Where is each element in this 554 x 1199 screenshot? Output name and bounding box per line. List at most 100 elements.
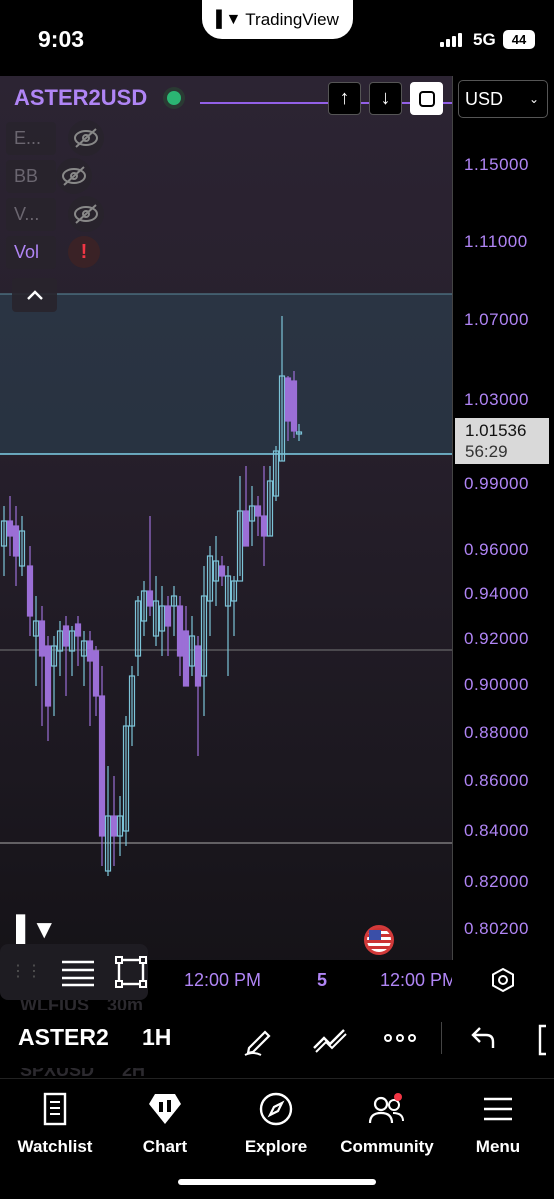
trend-tools-icon[interactable] [312, 1024, 348, 1056]
candle-body [206, 555, 214, 602]
tab-label: Menu [475, 1137, 521, 1156]
error-icon[interactable]: ! [68, 236, 100, 268]
price-plot[interactable] [0, 76, 452, 998]
indicator-label: V... [6, 197, 56, 231]
price-tick-label: 0.92000 [464, 629, 529, 648]
indicator-row[interactable]: BB [6, 158, 92, 194]
candle-body [278, 375, 286, 462]
candle-body [6, 520, 14, 537]
chart-area[interactable] [0, 76, 452, 998]
price-tick-label: 0.86000 [464, 771, 529, 790]
candle-body [92, 650, 100, 697]
candle-body [290, 380, 298, 432]
tab-label: Watchlist [17, 1137, 93, 1156]
indicator-row[interactable]: V... [6, 196, 104, 232]
tab-label: Community [340, 1137, 434, 1156]
tab-explore[interactable]: Explore [221, 1089, 331, 1157]
undo-icon[interactable] [470, 1024, 496, 1052]
candle-body [200, 595, 208, 677]
candle-body [38, 620, 46, 657]
candle-body [230, 580, 238, 602]
current-price: 1.01536 [465, 421, 527, 440]
candle-body [295, 431, 303, 435]
candle-body [26, 565, 34, 617]
us-flag-icon[interactable] [364, 925, 394, 955]
chart-icon [149, 1094, 181, 1124]
fullscreen-icon [418, 90, 435, 107]
redo-icon[interactable] [536, 1024, 554, 1056]
candle-body [50, 645, 58, 667]
tradingview-logo-icon: ▌▼ [216, 10, 241, 28]
chevron-down-icon: ⌄ [528, 92, 539, 106]
candle-body [242, 510, 250, 547]
more-icon[interactable] [383, 1032, 417, 1044]
candle-body [146, 590, 154, 607]
symbol-name[interactable]: ASTER2USD [14, 85, 148, 110]
select-area-icon[interactable] [114, 955, 148, 989]
collapse-indicators-button[interactable] [12, 278, 57, 312]
candle-body [170, 595, 178, 607]
candle-body [218, 565, 226, 577]
candle-body [158, 605, 166, 632]
drag-handle-icon[interactable]: ⋮⋮ [10, 963, 42, 980]
toolbar-symbol-button[interactable]: ASTER2 [18, 1024, 109, 1050]
candle-body [32, 620, 40, 637]
eye-off-icon[interactable] [56, 158, 92, 194]
toolbar-divider [441, 1022, 442, 1054]
candle-body [284, 377, 292, 422]
price-tick-label: 1.11000 [464, 232, 528, 251]
currency-select[interactable]: USD ⌄ [458, 80, 548, 118]
candle-body [224, 575, 232, 607]
price-tick-label: 1.15000 [464, 155, 529, 174]
app-pill-label: TradingView [245, 9, 339, 29]
home-indicator [178, 1179, 376, 1185]
candle-body [12, 525, 20, 557]
eye-off-icon[interactable] [68, 196, 104, 232]
price-tick-label: 0.82000 [464, 872, 529, 891]
chart-toolbar: ASTER2 1H [0, 1010, 554, 1068]
scroll-up-button[interactable]: ↑ [328, 82, 361, 115]
candle-body [116, 815, 124, 837]
candle-body [152, 600, 160, 637]
symbol-header[interactable]: ASTER2USD [0, 78, 182, 118]
highlight-zone [0, 294, 452, 454]
candle-body [254, 505, 262, 517]
candle-body [122, 725, 130, 832]
chart-settings-icon[interactable] [490, 967, 516, 993]
tab-chart[interactable]: Chart [110, 1089, 220, 1157]
candle-body [260, 515, 268, 537]
eye-off-icon[interactable] [68, 120, 104, 156]
drawing-toolbar[interactable]: ⋮⋮ [0, 944, 148, 1000]
tab-label: Explore [244, 1137, 308, 1156]
community-icon [368, 1093, 404, 1124]
status-bar: 9:03 ▌▼ TradingView 5G 44 [0, 0, 554, 76]
scroll-down-button[interactable]: ↓ [369, 82, 402, 115]
time-label: 12:00 PM [184, 970, 262, 990]
compass-icon [259, 1092, 293, 1126]
price-axis[interactable] [452, 76, 554, 998]
fullscreen-button[interactable] [410, 82, 443, 115]
battery-icon: 44 [503, 30, 535, 49]
battery-level: 44 [511, 32, 527, 47]
indicator-row[interactable]: Vol ! [6, 234, 100, 270]
candle-body [104, 815, 112, 872]
indicator-row[interactable]: E... [6, 120, 104, 156]
candle-body [110, 815, 118, 837]
tab-community[interactable]: Community [332, 1089, 442, 1157]
tab-menu[interactable]: Menu [443, 1089, 553, 1157]
bar-countdown: 56:29 [465, 442, 508, 461]
candle-body [74, 623, 82, 637]
chevron-up-icon [26, 290, 43, 300]
candle-body [164, 605, 172, 627]
tab-watchlist[interactable]: Watchlist [0, 1089, 110, 1157]
pen-icon[interactable] [243, 1024, 277, 1056]
object-tree-icon[interactable] [60, 956, 96, 988]
price-tick-label: 0.99000 [464, 474, 529, 493]
signal-icon [440, 33, 462, 47]
symbol-underline [200, 102, 452, 104]
candle-body [98, 695, 106, 837]
candle-body [86, 640, 94, 662]
candle-body [62, 625, 70, 647]
market-open-indicator [167, 91, 182, 105]
toolbar-interval-button[interactable]: 1H [142, 1024, 172, 1050]
